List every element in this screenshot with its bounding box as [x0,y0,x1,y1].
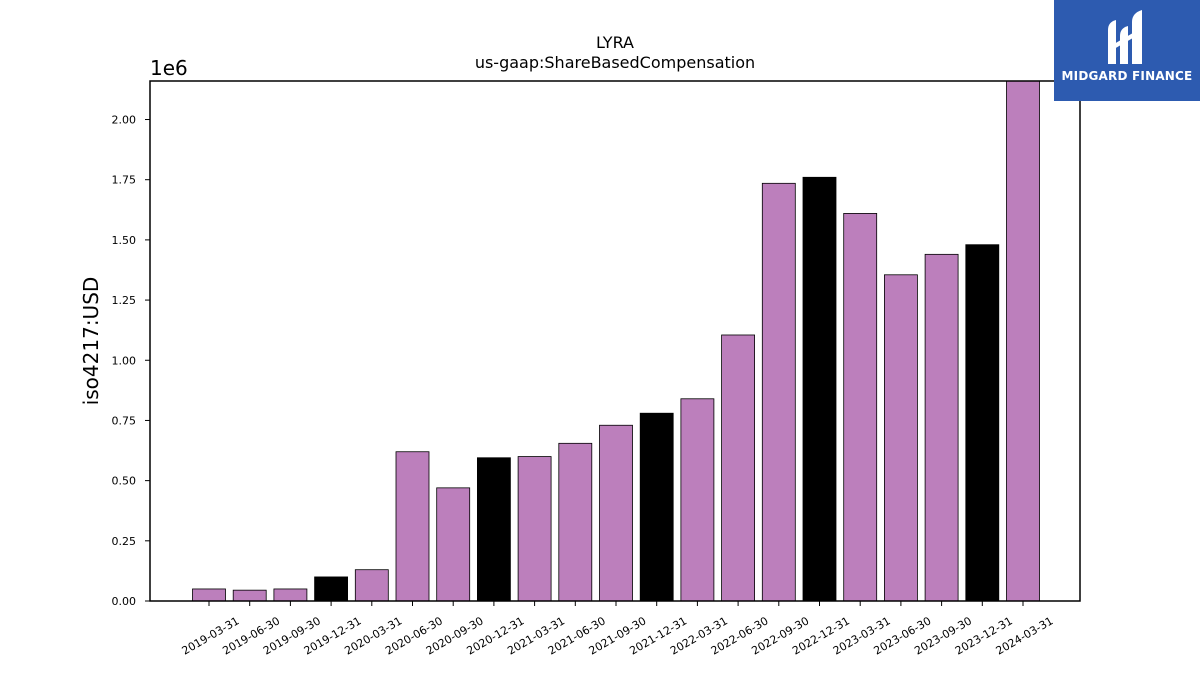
y-tick-label: 1.00 [112,354,137,367]
y-tick-label: 0.00 [112,595,137,608]
bar-2024-03-31 [1006,80,1040,602]
bar-2022-03-31 [680,398,715,602]
bar-2019-09-30 [273,588,308,602]
bar-2023-12-31 [965,244,1000,602]
y-multiplier-label: 1e6 [150,56,188,80]
y-tick-label: 2.00 [112,114,137,127]
y-tick-label: 1.75 [112,174,137,187]
bar-2021-03-31 [517,456,552,602]
bar-2022-12-31 [802,176,837,602]
x-axis-ticks: 2019-03-312019-06-302019-09-302019-12-31… [180,601,1056,658]
y-tick-label: 1.50 [112,234,137,247]
brand-logo: MIDGARD FINANCE [1054,0,1200,101]
bar-2020-03-31 [354,569,389,602]
bar-2020-06-30 [395,451,430,602]
bar-2023-09-30 [924,253,959,602]
bar-2023-03-31 [843,213,878,602]
bar-2021-12-31 [639,412,674,602]
y-tick-label: 0.50 [112,475,137,488]
bar-2020-12-31 [476,457,511,602]
y-tick-label: 1.25 [112,294,137,307]
bar-2020-09-30 [436,487,471,602]
bar-2023-06-30 [884,274,918,602]
bar-2022-06-30 [721,334,755,602]
midgard-logo-icon [1108,10,1142,64]
bar-2019-06-30 [232,589,267,602]
bars-group [192,80,1040,602]
chart-subtitle: us-gaap:ShareBasedCompensation [475,53,755,72]
bar-2019-12-31 [314,576,349,602]
y-tick-label: 0.25 [112,535,137,548]
plot-frame [149,80,1081,602]
bar-2021-06-30 [558,442,593,602]
y-tick-label: 0.75 [112,414,137,427]
y-axis-ticks: 0.00 0.25 0.50 0.75 1.00 1.25 1.50 1.75 2.00 [112,114,150,608]
brand-name: MIDGARD FINANCE [1061,69,1193,83]
y-axis-label: iso4217:USD [79,277,103,406]
bar-2019-03-31 [192,588,226,602]
bar-2021-09-30 [599,424,633,602]
bar-2022-09-30 [761,182,796,602]
chart-title: LYRA [596,33,634,52]
